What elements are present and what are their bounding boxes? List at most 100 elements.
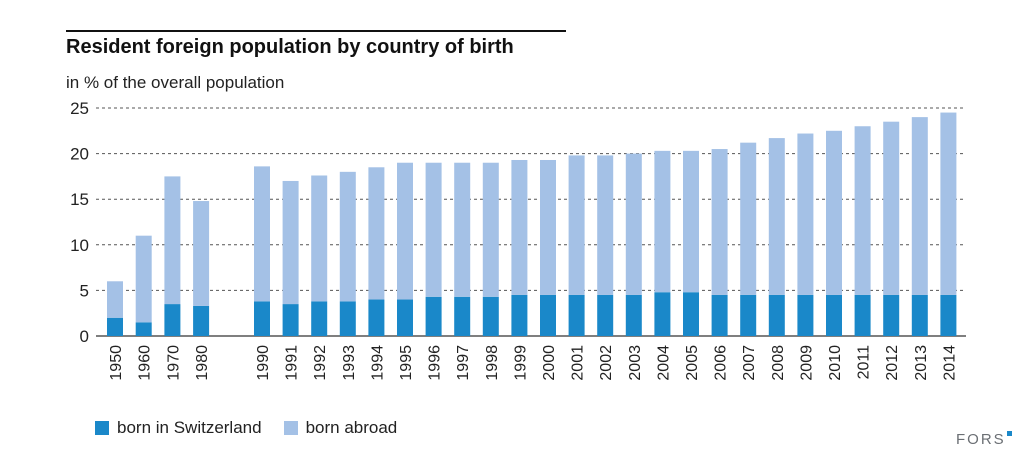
grid-lines xyxy=(96,107,966,337)
x-tick-label: 2000 xyxy=(541,345,558,381)
x-tick-label: 2009 xyxy=(798,345,815,381)
x-tick-label: 1970 xyxy=(165,345,182,381)
bar-segment-born-in-switzerland-1991 xyxy=(282,304,299,336)
bar-segment-born-in-switzerland-2010 xyxy=(826,294,842,336)
bar-segment-born-in-switzerland-1980 xyxy=(193,305,210,336)
legend-item-born-in-switzerland: born in Switzerland xyxy=(95,418,262,438)
bar-segment-born-abroad-2004 xyxy=(654,150,671,293)
bar-segment-born-abroad-2012 xyxy=(883,121,900,295)
bar-segment-born-in-switzerland-1970 xyxy=(164,304,181,336)
logo-dot xyxy=(1006,431,1012,436)
bar-segment-born-abroad-1991 xyxy=(282,180,299,305)
x-tick-label: 2007 xyxy=(741,345,758,381)
bar-segment-born-in-switzerland-2006 xyxy=(711,294,728,336)
y-axis-ticks: 0 5 10 15 20 25 xyxy=(70,99,89,346)
bar-segment-born-in-switzerland-2001 xyxy=(568,294,585,336)
bar-segment-born-abroad-2001 xyxy=(568,155,585,295)
x-tick-label: 2014 xyxy=(941,345,958,381)
bar-segment-born-abroad-2005 xyxy=(683,150,699,293)
x-tick-label: 2008 xyxy=(770,345,787,381)
x-tick-label: 1996 xyxy=(427,345,444,381)
y-tick-label: 20 xyxy=(70,145,89,164)
bar-segment-born-in-switzerland-2005 xyxy=(683,292,699,336)
bar-segment-born-in-switzerland-2000 xyxy=(540,294,556,336)
bar-segment-born-in-switzerland-1960 xyxy=(135,322,152,336)
bar-segment-born-in-switzerland-2014 xyxy=(940,294,957,336)
bar-segment-born-in-switzerland-2012 xyxy=(883,294,900,336)
x-tick-label: 1980 xyxy=(194,345,211,381)
bar-segment-born-abroad-2000 xyxy=(540,159,556,295)
x-tick-label: 1993 xyxy=(341,345,358,381)
x-tick-label: 1999 xyxy=(512,345,529,381)
bar-segment-born-abroad-1995 xyxy=(397,162,413,300)
bar-segment-born-in-switzerland-1994 xyxy=(368,299,385,336)
bar-segment-born-abroad-2002 xyxy=(597,155,614,295)
x-tick-label: 1992 xyxy=(312,345,329,381)
bar-segment-born-abroad-2006 xyxy=(711,149,728,295)
legend-label: born abroad xyxy=(305,418,398,437)
bar-segment-born-abroad-2008 xyxy=(768,138,785,295)
x-tick-label: 1998 xyxy=(484,345,501,381)
x-tick-label: 2011 xyxy=(856,345,873,380)
x-tick-label: 1997 xyxy=(455,345,472,381)
bars xyxy=(107,112,957,336)
bar-segment-born-in-switzerland-1996 xyxy=(425,296,442,336)
bar-segment-born-abroad-1993 xyxy=(339,171,356,302)
bar-segment-born-abroad-2009 xyxy=(797,133,814,295)
x-tick-label: 2004 xyxy=(655,345,672,381)
bar-segment-born-in-switzerland-1998 xyxy=(482,296,499,336)
bar-segment-born-in-switzerland-2008 xyxy=(768,294,785,336)
x-tick-label: 2013 xyxy=(913,345,930,381)
x-tick-label: 1994 xyxy=(369,345,386,381)
fors-logo: FORS xyxy=(956,431,1012,448)
bar-segment-born-in-switzerland-1995 xyxy=(397,299,413,336)
bar-segment-born-in-switzerland-1950 xyxy=(107,317,123,336)
bar-segment-born-abroad-1970 xyxy=(164,176,181,305)
x-tick-label: 1995 xyxy=(398,345,415,381)
bar-segment-born-abroad-1960 xyxy=(135,235,152,323)
x-tick-label: 2005 xyxy=(684,345,701,381)
legend-swatch xyxy=(283,421,298,435)
legend-swatch xyxy=(95,421,109,435)
x-tick-label: 2006 xyxy=(713,345,730,381)
bar-segment-born-abroad-2014 xyxy=(940,112,957,295)
y-tick-label: 5 xyxy=(80,281,89,300)
bar-segment-born-abroad-2011 xyxy=(854,126,871,295)
x-tick-label: 2010 xyxy=(827,345,844,381)
x-tick-label: 2002 xyxy=(598,345,615,381)
bar-segment-born-in-switzerland-2004 xyxy=(654,292,671,336)
y-tick-label: 25 xyxy=(70,99,89,118)
bar-segment-born-abroad-1992 xyxy=(311,175,328,302)
bar-segment-born-in-switzerland-2013 xyxy=(911,294,928,336)
bar-segment-born-abroad-2007 xyxy=(740,142,757,295)
x-tick-label: 2003 xyxy=(627,345,644,381)
bar-segment-born-in-switzerland-1990 xyxy=(254,301,270,336)
bar-segment-born-abroad-1990 xyxy=(254,166,270,302)
x-tick-label: 2012 xyxy=(884,345,901,381)
x-tick-label: 2001 xyxy=(570,345,587,381)
x-tick-label: 1950 xyxy=(108,345,125,381)
legend: born in Switzerland born abroad xyxy=(95,418,419,438)
bar-segment-born-abroad-1997 xyxy=(454,162,471,297)
x-tick-label: 1990 xyxy=(255,345,272,381)
bar-segment-born-abroad-1950 xyxy=(107,281,123,318)
x-tick-label: 1960 xyxy=(137,345,154,381)
bar-segment-born-abroad-1996 xyxy=(425,162,442,297)
y-tick-label: 0 xyxy=(80,327,89,346)
bar-segment-born-in-switzerland-2009 xyxy=(797,294,814,336)
bar-segment-born-in-switzerland-2002 xyxy=(597,294,614,336)
title-rule xyxy=(66,30,566,32)
x-tick-label: 1991 xyxy=(284,345,301,381)
chart-subtitle: in % of the overall population xyxy=(66,73,285,92)
bar-segment-born-in-switzerland-1997 xyxy=(454,296,471,336)
bar-segment-born-abroad-1998 xyxy=(482,162,499,297)
bar-segment-born-abroad-2010 xyxy=(826,130,842,295)
legend-item-born-abroad: born abroad xyxy=(283,418,398,438)
bar-segment-born-abroad-2003 xyxy=(625,153,642,295)
bar-segment-born-in-switzerland-2007 xyxy=(740,294,757,336)
bar-segment-born-abroad-1999 xyxy=(511,159,528,295)
bar-segment-born-in-switzerland-1993 xyxy=(339,301,356,336)
bar-segment-born-abroad-2013 xyxy=(911,117,928,295)
chart-title: Resident foreign population by country o… xyxy=(66,36,514,58)
